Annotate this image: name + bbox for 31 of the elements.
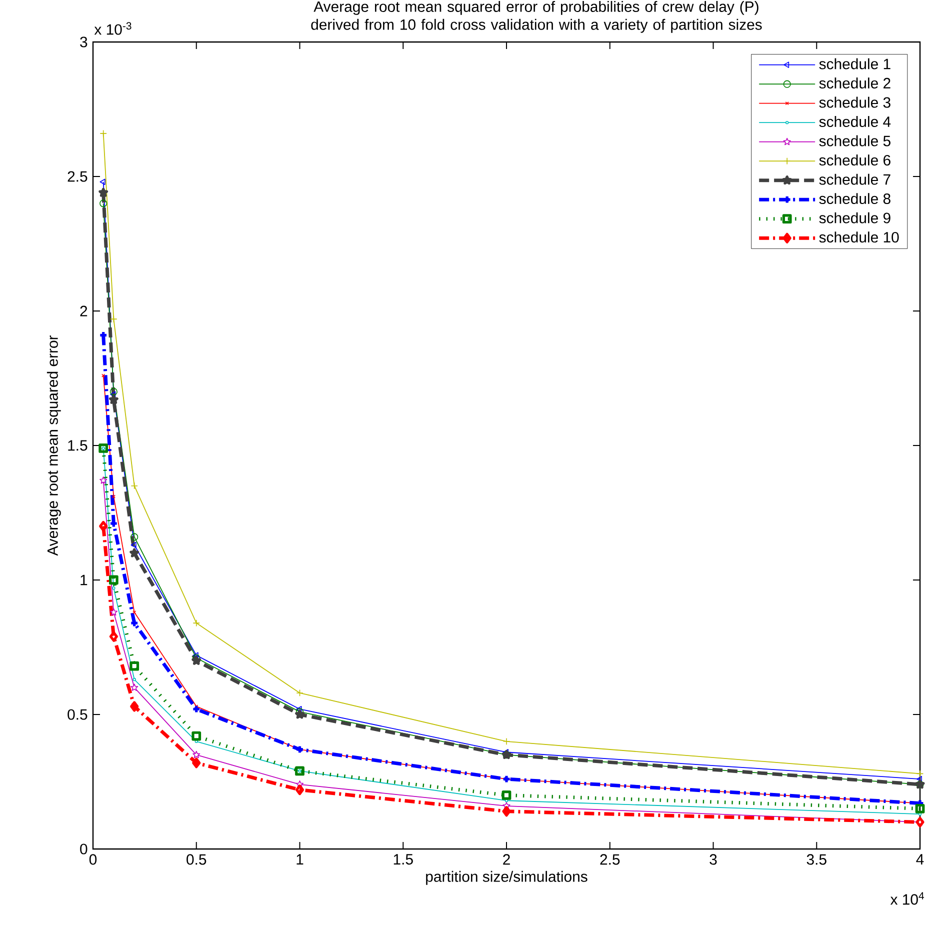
chart-title: Average root mean squared error of probabilities of crew delay (P) derived from 10 fold cross validation with a variety of partition sizes bbox=[311, 0, 762, 33]
y-tick-label: 2 bbox=[80, 306, 88, 316]
legend-label: schedule 1 bbox=[819, 58, 890, 70]
y-tick-label: 0 bbox=[80, 844, 88, 854]
text: x 10$^{4}$ bbox=[890, 892, 924, 905]
x-tick-label: 1 bbox=[296, 854, 304, 864]
x-tick-label: 3 bbox=[710, 854, 717, 865]
x-tick-label: 2 bbox=[503, 854, 510, 865]
legend-label: schedule 7 bbox=[819, 174, 890, 185]
legend-label: schedule 6 bbox=[819, 154, 890, 166]
legend-label: schedule 9 bbox=[819, 212, 890, 224]
text: x 10$^{-3}$ bbox=[94, 22, 132, 35]
y-tick-label: 0.5 bbox=[68, 709, 88, 720]
legend-label: schedule 2 bbox=[819, 78, 890, 89]
x-tick-label: 0.5 bbox=[186, 854, 206, 865]
y-tick-label: 1 bbox=[80, 574, 88, 586]
x-tick-label: 4 bbox=[916, 854, 924, 864]
legend-label: schedule 3 bbox=[819, 96, 890, 108]
y-axis-title: Average root mean squared error bbox=[46, 335, 61, 556]
x-tick-label: 2.5 bbox=[600, 854, 620, 865]
y-tick-label: 3 bbox=[80, 36, 88, 48]
y-tick-label: 1.5 bbox=[68, 440, 88, 451]
x-axis-title: partition size/simulations bbox=[426, 870, 588, 885]
y-tick-label: 2.5 bbox=[68, 171, 88, 182]
legend-label: schedule 8 bbox=[819, 193, 890, 204]
x-tick-label: 0 bbox=[89, 854, 97, 865]
legend-label: schedule 10 bbox=[819, 232, 899, 243]
x-tick-label: 1.5 bbox=[394, 854, 413, 865]
legend-label: schedule 4 bbox=[819, 116, 891, 128]
x-tick-label: 3.5 bbox=[806, 854, 826, 865]
legend-label: schedule 5 bbox=[819, 135, 890, 146]
